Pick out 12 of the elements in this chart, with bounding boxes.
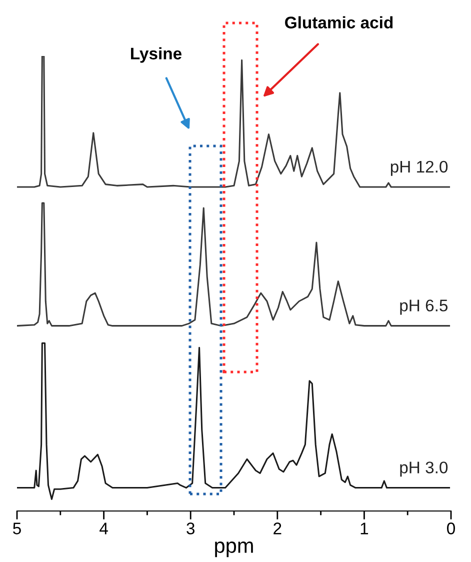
x-tick-label: 1 bbox=[360, 522, 368, 534]
series-label: pH 3.0 bbox=[400, 462, 448, 477]
x-tick-label: 5 bbox=[13, 522, 21, 534]
series-label: pH 6.5 bbox=[400, 300, 448, 315]
annotation: Lysine bbox=[131, 47, 182, 63]
series-label: pH 12.0 bbox=[390, 160, 448, 176]
x-axis-title: ppm bbox=[215, 542, 253, 558]
text: Glutamic acid bbox=[285, 16, 393, 28]
x-tick-label: 3 bbox=[186, 522, 194, 534]
x-tick-label: 2 bbox=[274, 522, 282, 534]
x-tick-label: 4 bbox=[100, 522, 108, 534]
x-tick-label: 0 bbox=[447, 522, 455, 534]
